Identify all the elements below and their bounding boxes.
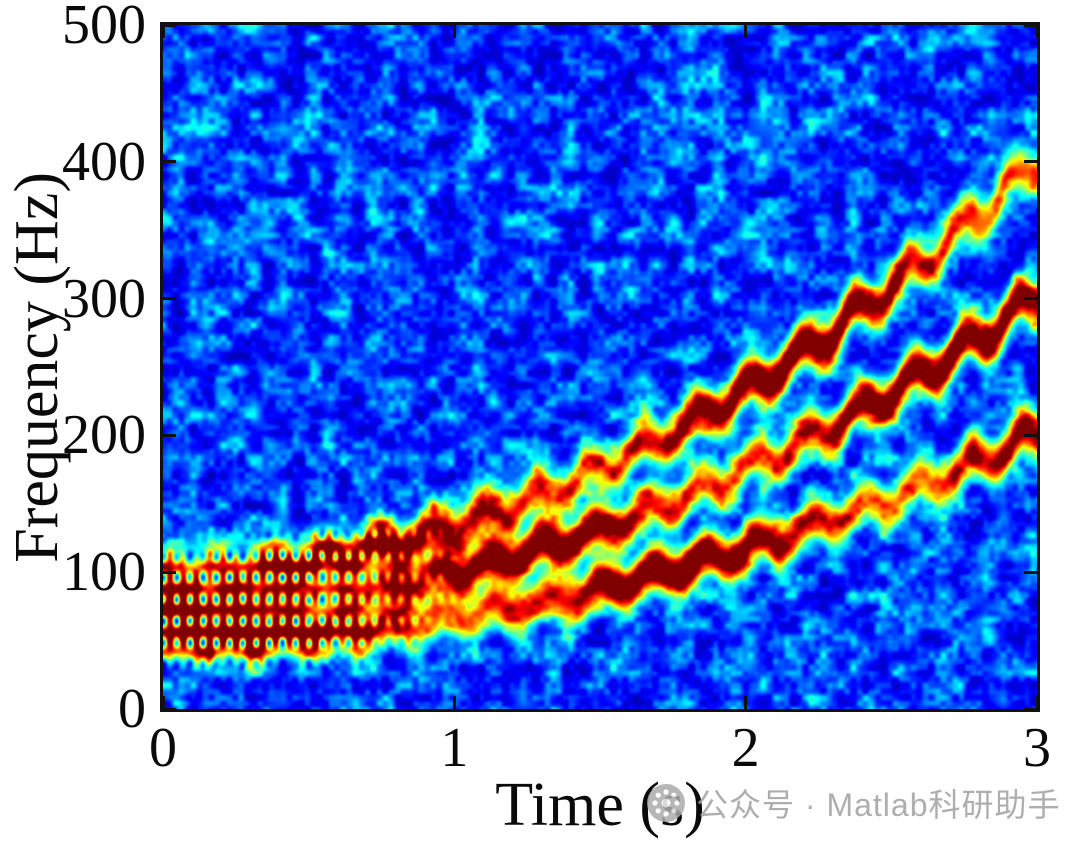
x-axis-tick [1035,25,1039,38]
wechat-official-account-icon [647,784,685,822]
y-tick-label: 0 [118,678,146,740]
plot-area [160,22,1040,712]
x-axis-tick [1035,696,1039,709]
watermark-text: 公众号 · Matlab科研助手 [696,787,1061,823]
y-tick-label: 400 [62,130,146,193]
y-axis-tick [1024,707,1037,711]
x-tick-label: 0 [149,717,177,779]
y-axis-tick [163,433,176,437]
y-tick-label: 100 [62,541,146,604]
x-axis-tick [452,696,456,709]
watermark: 公众号 · Matlab科研助手 [646,780,1061,826]
y-axis-tick [1024,160,1037,164]
x-tick-label: 2 [731,717,760,779]
x-axis-tick [161,696,165,709]
x-axis-tick [744,25,748,38]
y-axis-label: Frequency (Hz) [2,171,71,563]
x-axis-tick [744,696,748,709]
y-axis-tick [163,570,176,574]
x-tick-label: 3 [1023,717,1051,779]
y-axis-tick [163,707,176,711]
y-axis-tick [1024,297,1037,301]
y-axis-tick [1024,570,1037,574]
y-axis-tick [163,160,176,164]
y-tick-label: 300 [62,267,146,330]
y-tick-label: 500 [62,0,146,56]
x-axis-tick [452,25,456,38]
y-tick-label: 200 [62,404,146,467]
y-axis-tick [163,297,176,301]
y-axis-tick [163,23,176,27]
y-axis-tick [1024,23,1037,27]
x-tick-label: 1 [440,717,469,779]
spectrogram-canvas [163,25,1037,709]
y-axis-tick [1024,433,1037,437]
x-axis-tick [161,25,165,38]
